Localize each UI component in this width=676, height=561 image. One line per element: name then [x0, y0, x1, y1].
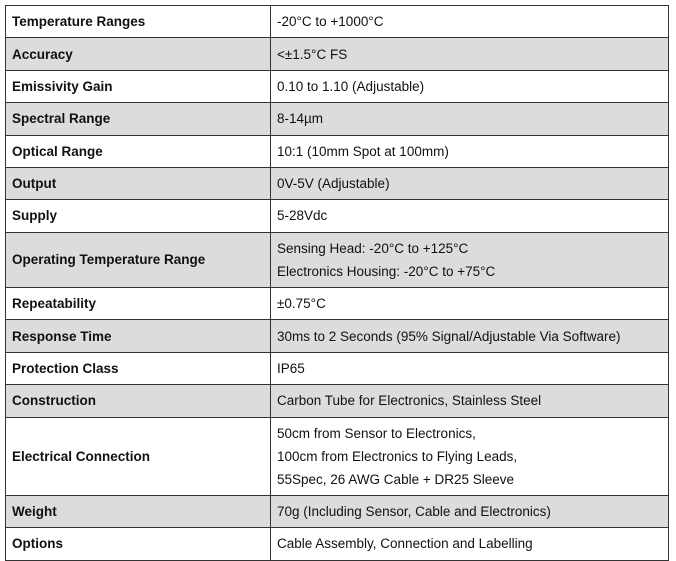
table-row: Operating Temperature Range Sensing Head:…: [5, 231, 669, 289]
table-row: Supply 5-28Vdc: [5, 199, 669, 233]
table-row: Electrical Connection 50cm from Sensor to…: [5, 416, 669, 496]
row-label: Accuracy: [5, 37, 271, 71]
row-label: Output: [5, 166, 271, 201]
row-value: 70g (Including Sensor, Cable and Electro…: [270, 494, 669, 529]
value-line: 70g (Including Sensor, Cable and Electro…: [277, 504, 551, 520]
row-value: 50cm from Sensor to Electronics, 100cm fr…: [270, 416, 669, 496]
page: Temperature Ranges -20°C to +1000°C Accura…: [5, 4, 669, 561]
value-line: 100cm from Electronics to Flying Leads,: [277, 448, 518, 464]
row-label: Optical Range: [5, 134, 271, 168]
row-label: Options: [5, 527, 271, 561]
spec-table: Temperature Ranges -20°C to +1000°C Accura…: [5, 4, 669, 561]
row-value: <±1.5°C FS: [270, 37, 669, 71]
row-label: Spectral Range: [5, 102, 271, 136]
row-label: Temperature Ranges: [5, 4, 271, 39]
row-label: Protection Class: [5, 351, 271, 386]
row-label: Electrical Connection: [5, 416, 271, 496]
value-line: 0V-5V (Adjustable): [277, 176, 390, 192]
table-row: Optical Range 10:1 (10mm Spot at 100mm): [5, 134, 669, 168]
table-row: Options Cable Assembly, Connection and La…: [5, 527, 669, 561]
table-row: Weight 70g (Including Sensor, Cable and E…: [5, 494, 669, 529]
row-value: 30ms to 2 Seconds (95% Signal/Adjustable…: [270, 319, 669, 353]
table-row: Temperature Ranges -20°C to +1000°C: [5, 4, 669, 39]
value-line: -20°C to +1000°C: [277, 14, 384, 30]
row-label: Construction: [5, 384, 271, 418]
row-label: Emissivity Gain: [5, 69, 271, 104]
row-value: Sensing Head: -20°C to +125°C Electronics…: [270, 231, 669, 289]
row-value: 5-28Vdc: [270, 199, 669, 233]
value-line: Sensing Head: -20°C to +125°C: [277, 240, 469, 256]
value-line: Cable Assembly, Connection and Labelling: [277, 536, 533, 552]
table-body: Temperature Ranges -20°C to +1000°C Accura…: [5, 4, 669, 561]
value-line: 50cm from Sensor to Electronics,: [277, 425, 476, 441]
value-line: ±0.75°C: [277, 296, 326, 312]
row-label: Repeatability: [5, 286, 271, 321]
row-value: 0.10 to 1.10 (Adjustable): [270, 69, 669, 104]
value-line: IP65: [277, 360, 305, 376]
row-value: 10:1 (10mm Spot at 100mm): [270, 134, 669, 168]
row-label: Supply: [5, 199, 271, 233]
row-value: IP65: [270, 351, 669, 386]
table-row: Accuracy <±1.5°C FS: [5, 37, 669, 71]
value-line: 0.10 to 1.10 (Adjustable): [277, 78, 425, 94]
row-value: -20°C to +1000°C: [270, 4, 669, 39]
table-row: Spectral Range 8-14µm: [5, 102, 669, 136]
row-value: 8-14µm: [270, 102, 669, 136]
row-label: Response Time: [5, 319, 271, 353]
value-line: 30ms to 2 Seconds (95% Signal/Adjustable…: [277, 328, 621, 344]
table-row: Response Time 30ms to 2 Seconds (95% Sign…: [5, 319, 669, 353]
table-row: Protection Class IP65: [5, 351, 669, 386]
table-row: Repeatability ±0.75°C: [5, 286, 669, 321]
table-row: Construction Carbon Tube for Electronics,…: [5, 384, 669, 418]
value-line: Electronics Housing: -20°C to +75°C: [277, 263, 496, 279]
row-label: Weight: [5, 494, 271, 529]
row-value: ±0.75°C: [270, 286, 669, 321]
value-line: 5-28Vdc: [277, 208, 328, 224]
table-row: Emissivity Gain 0.10 to 1.10 (Adjustable): [5, 69, 669, 104]
value-line: 55Spec, 26 AWG Cable + DR25 Sleeve: [277, 471, 515, 487]
value-line: <±1.5°C FS: [277, 46, 348, 62]
table-row: Output 0V-5V (Adjustable): [5, 166, 669, 201]
row-value: Carbon Tube for Electronics, Stainless S…: [270, 384, 669, 418]
row-value: Cable Assembly, Connection and Labelling: [270, 527, 669, 561]
value-line: 10:1 (10mm Spot at 100mm): [277, 143, 449, 159]
value-line: Carbon Tube for Electronics, Stainless S…: [277, 393, 542, 409]
row-label: Operating Temperature Range: [5, 231, 271, 289]
row-value: 0V-5V (Adjustable): [270, 166, 669, 201]
value-line: 8-14µm: [277, 111, 324, 127]
